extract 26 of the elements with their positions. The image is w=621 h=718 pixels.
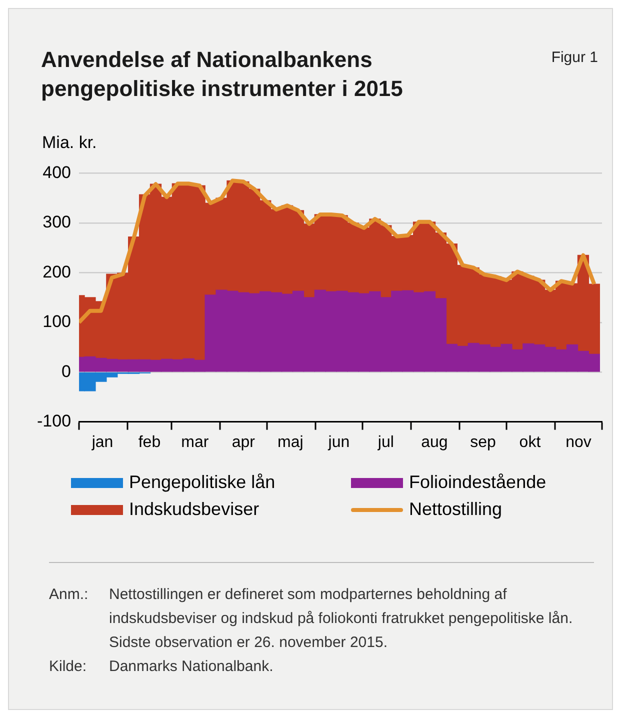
x-tick-label: sep (470, 434, 496, 451)
y-tick-label: 0 (62, 362, 72, 381)
x-tick-label: jan (90, 434, 114, 451)
text: Kilde: Danmarks Nationalbank. (49, 658, 274, 675)
y-tick-label: 400 (42, 162, 72, 182)
x-tick-label: aug (421, 434, 448, 451)
x-tick-label: feb (138, 434, 161, 451)
y-tick-label: 100 (42, 312, 72, 332)
legend-label: Nettostilling (409, 499, 502, 520)
y-tick-label: -100 (36, 411, 72, 430)
text: Anm.: Nettostillingen er defineret som modparternes beholdning af indskudsbeviser og indskud på foliokonti fratrukket pengepolitiske lån. Sidste observation er 26. november 2015. (49, 586, 573, 651)
x-tick-label: nov (566, 434, 592, 451)
x-tick-label: mar (181, 434, 210, 451)
legend-label: Pengepolitiske lån (129, 472, 276, 493)
x-tick-label: jun (327, 434, 350, 451)
y-tick-label: 300 (42, 212, 72, 232)
x-tick-label: maj (278, 434, 304, 451)
legend-label: Folioindestående (409, 472, 546, 493)
y-axis-title: Mia. kr. (42, 133, 97, 153)
chart-title: Anvendelse af Nationalbankens pengepolitiske instrumenter i 2015 (41, 46, 404, 103)
x-tick-label: okt (519, 434, 542, 451)
legend-label: Indskudsbeviser (129, 499, 260, 520)
x-tick-label: apr (232, 434, 256, 451)
text: Figur 1 (551, 49, 598, 66)
y-tick-label: 200 (42, 262, 72, 282)
x-tick-label: jul (376, 434, 394, 451)
